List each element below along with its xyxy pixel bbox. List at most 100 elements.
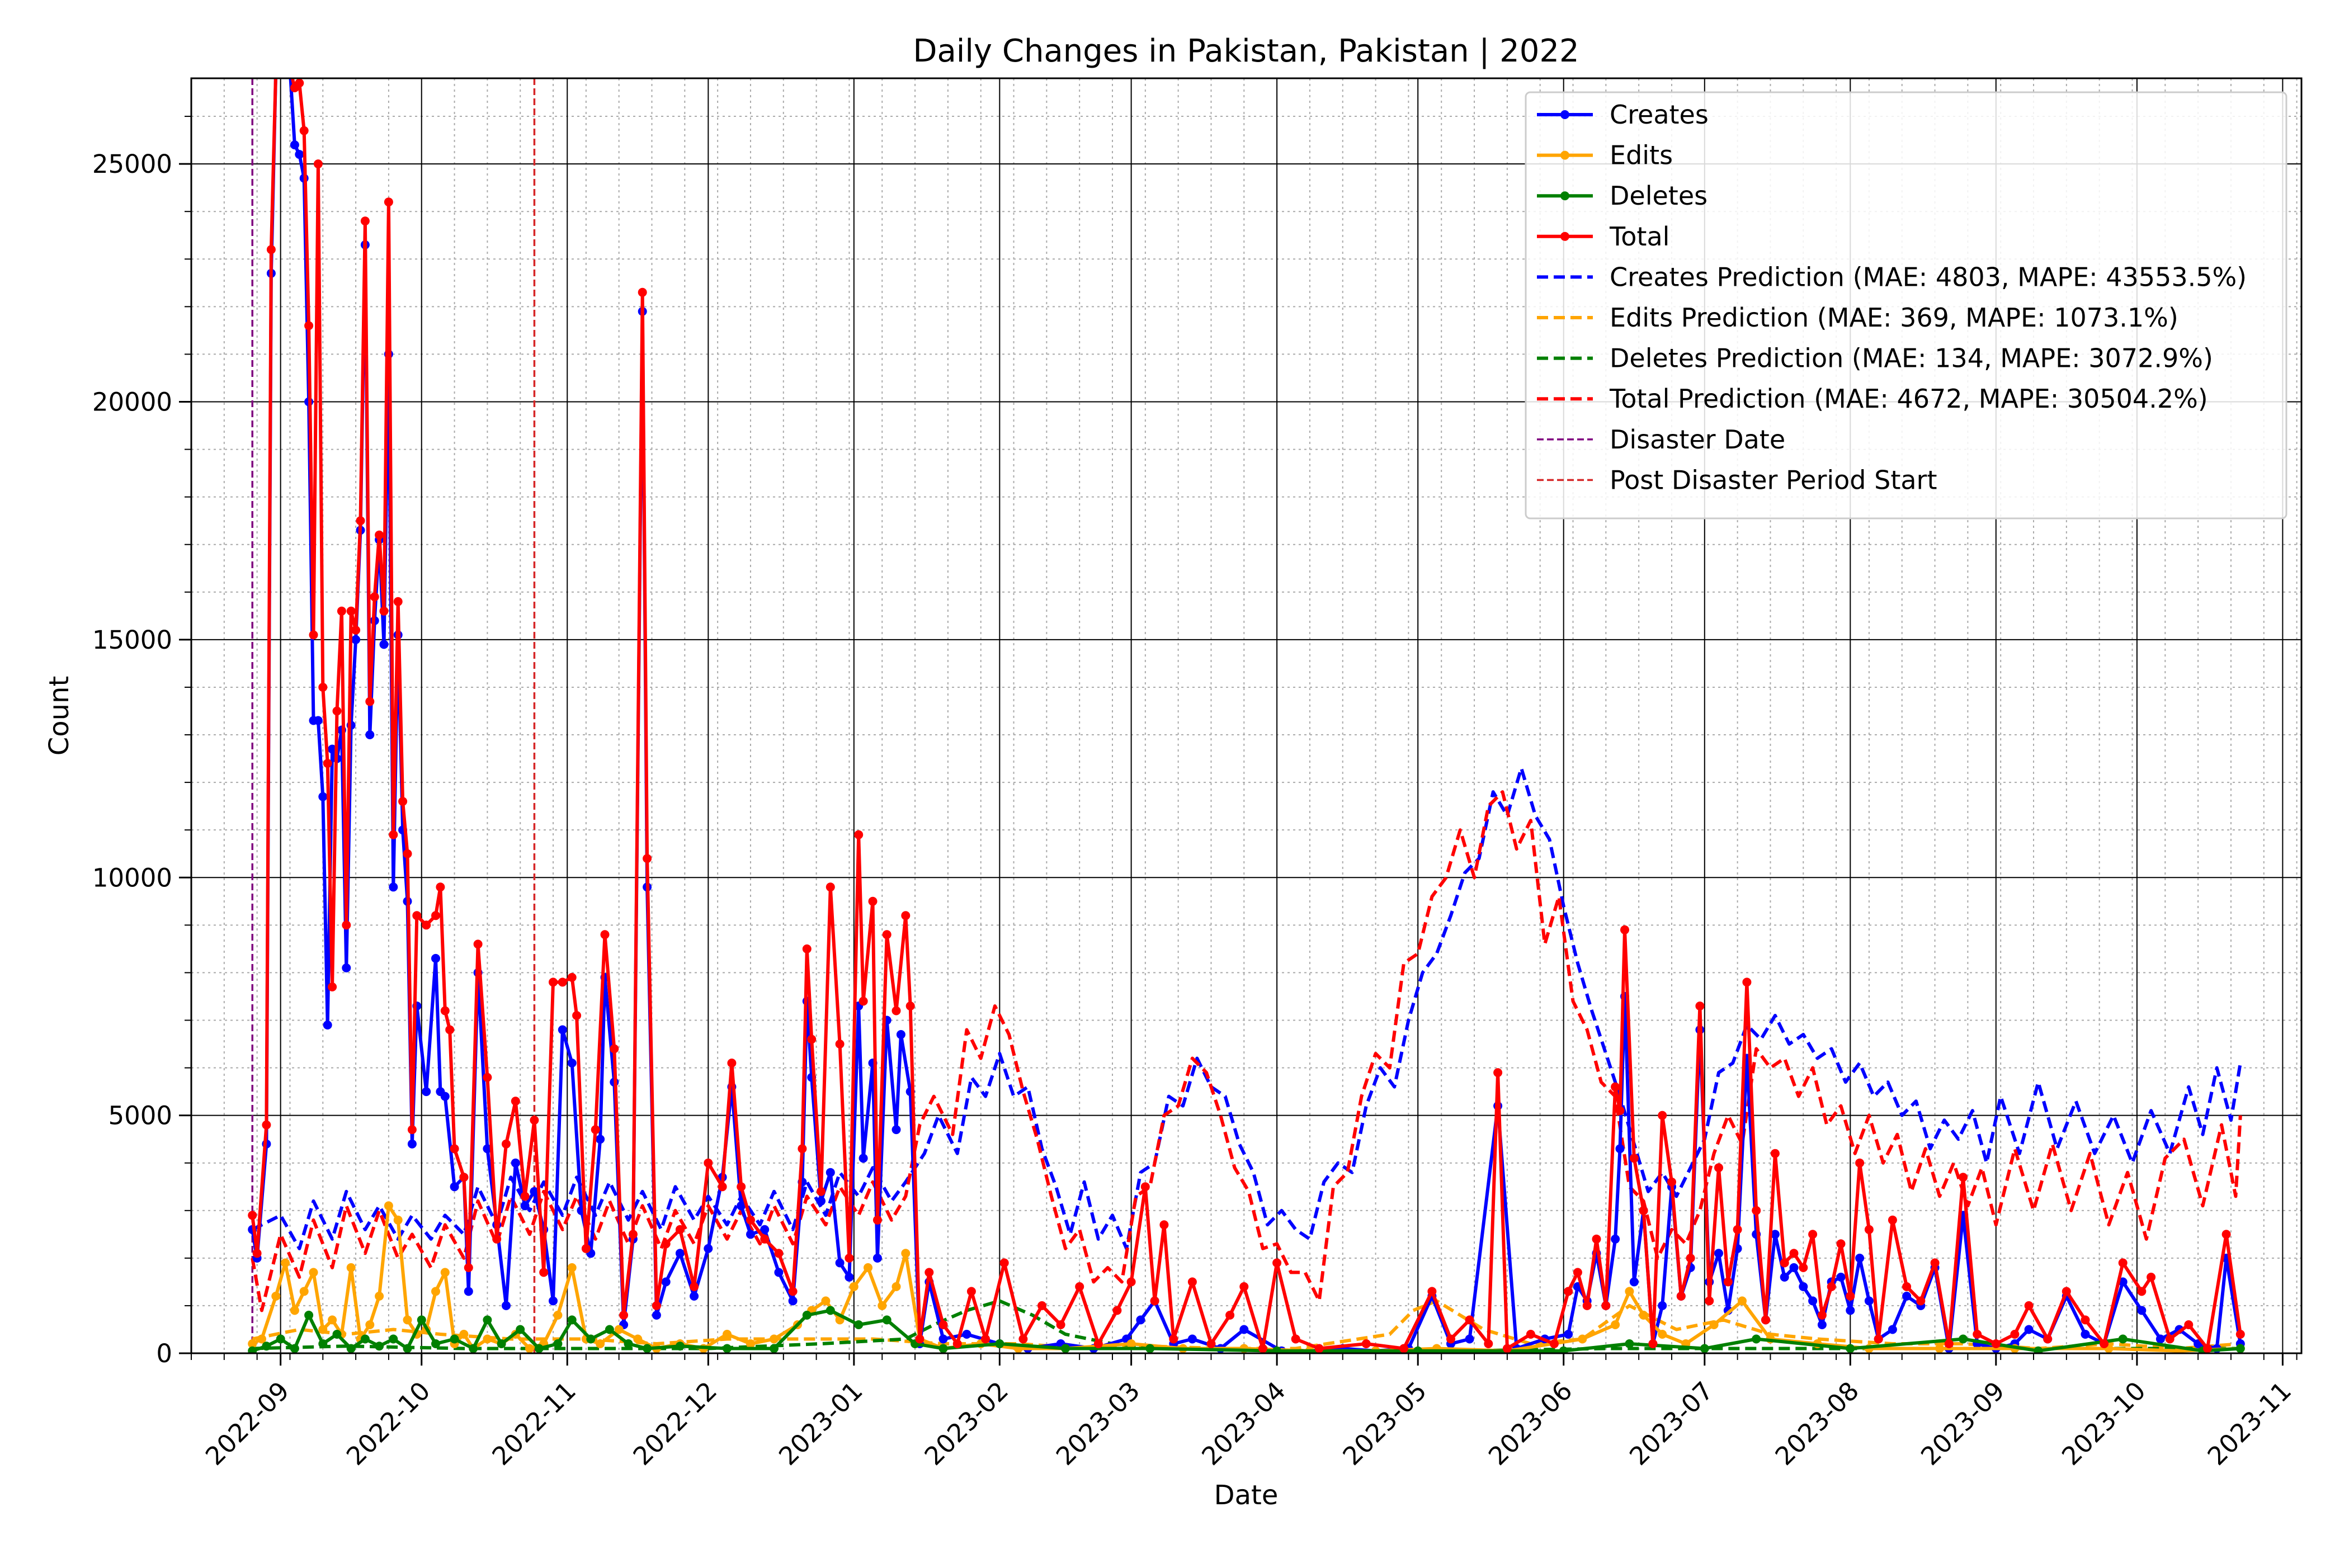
data-point [746, 1339, 755, 1348]
data-point [1056, 1320, 1065, 1329]
data-point [905, 1002, 915, 1010]
legend: Creates Edits Deletes Total Creates Predicti… [1525, 91, 2287, 519]
data-point [938, 1344, 948, 1353]
data-point [422, 1087, 431, 1097]
data-point [591, 1125, 600, 1135]
data-point [1413, 1346, 1423, 1353]
data-point [628, 1230, 638, 1239]
data-point [1291, 1334, 1300, 1344]
data-point [605, 1325, 614, 1334]
data-point [638, 287, 647, 297]
data-point [365, 730, 375, 739]
data-point [1206, 1339, 1216, 1348]
data-point [1714, 1249, 1723, 1258]
data-point [690, 1282, 699, 1291]
data-point [1864, 1225, 1874, 1234]
data-point [318, 1325, 328, 1334]
data-point [854, 830, 864, 839]
x-tick-label: 2023-10 [2056, 1376, 2151, 1471]
legend-label: Deletes [1610, 181, 1707, 211]
data-point [1639, 1206, 1648, 1215]
data-point [901, 911, 911, 920]
data-point [553, 1310, 563, 1320]
data-point [356, 516, 365, 526]
data-point [1615, 1106, 1625, 1116]
data-point [859, 1154, 868, 1163]
data-point [1761, 1315, 1770, 1325]
data-point [304, 321, 314, 330]
data-point [1564, 1330, 1573, 1339]
data-point [652, 1301, 661, 1310]
data-point [882, 1315, 892, 1325]
data-point [248, 1346, 257, 1353]
data-point [271, 1291, 281, 1301]
legend-entry: Edits Prediction (MAE: 369, MAPE: 1073.1… [1537, 303, 2178, 333]
data-point [304, 1310, 314, 1320]
data-point [346, 1263, 356, 1272]
data-point [1272, 1346, 1282, 1353]
data-point [511, 1158, 520, 1168]
data-point [483, 1334, 492, 1344]
data-point [1187, 1277, 1197, 1287]
data-point [346, 606, 356, 616]
data-point [290, 1306, 299, 1315]
y-tick-label: 20000 [92, 388, 172, 417]
data-point [1629, 1277, 1639, 1287]
data-point [802, 1310, 812, 1320]
data-point [539, 1268, 549, 1277]
data-point [690, 1291, 699, 1301]
data-point [586, 1334, 596, 1344]
data-point [286, 64, 295, 73]
data-point [332, 1330, 342, 1339]
data-point [502, 1301, 511, 1310]
data-point [440, 1268, 450, 1277]
data-point [737, 1201, 746, 1211]
x-tick-label: 2023-07 [1624, 1376, 1719, 1471]
data-point [1136, 1315, 1145, 1325]
series-deletes [248, 1306, 2245, 1353]
data-point [459, 1330, 469, 1339]
data-point [309, 630, 318, 640]
data-point [1145, 1344, 1155, 1353]
data-point [938, 1334, 948, 1344]
data-point [868, 896, 878, 906]
data-point [262, 1342, 271, 1351]
y-tick-label: 0 [156, 1339, 172, 1368]
data-point [1169, 1334, 1178, 1344]
data-point [2043, 1334, 2053, 1344]
data-point [276, 1334, 285, 1344]
data-point [854, 1320, 864, 1329]
data-point [422, 920, 431, 930]
data-point [1667, 1177, 1676, 1187]
data-point [2147, 1272, 2156, 1282]
data-point [389, 882, 398, 892]
legend-label: Edits [1610, 140, 1673, 171]
data-point [286, 64, 295, 73]
data-point [2165, 1334, 2175, 1344]
data-point [2100, 1339, 2109, 1348]
data-point [788, 1287, 798, 1296]
data-point [581, 1244, 591, 1253]
data-point [1808, 1296, 1818, 1306]
data-point [760, 1225, 770, 1234]
data-point [878, 1301, 887, 1310]
data-point [360, 1334, 370, 1344]
data-point [2235, 1330, 2245, 1339]
data-point [746, 1215, 755, 1225]
data-point [1564, 1287, 1573, 1296]
series-total [248, 64, 2245, 1353]
data-point [821, 1296, 831, 1306]
data-point [882, 930, 892, 939]
data-point [737, 1182, 746, 1192]
data-point [1465, 1315, 1474, 1325]
data-point [2034, 1346, 2043, 1353]
data-point [403, 1344, 412, 1353]
data-point [412, 911, 422, 920]
data-point [1615, 1144, 1625, 1154]
data-point [1902, 1291, 1912, 1301]
data-point [817, 1187, 826, 1196]
legend-entry: Deletes [1537, 181, 1707, 211]
data-point [445, 1025, 455, 1035]
data-point [2137, 1287, 2147, 1296]
